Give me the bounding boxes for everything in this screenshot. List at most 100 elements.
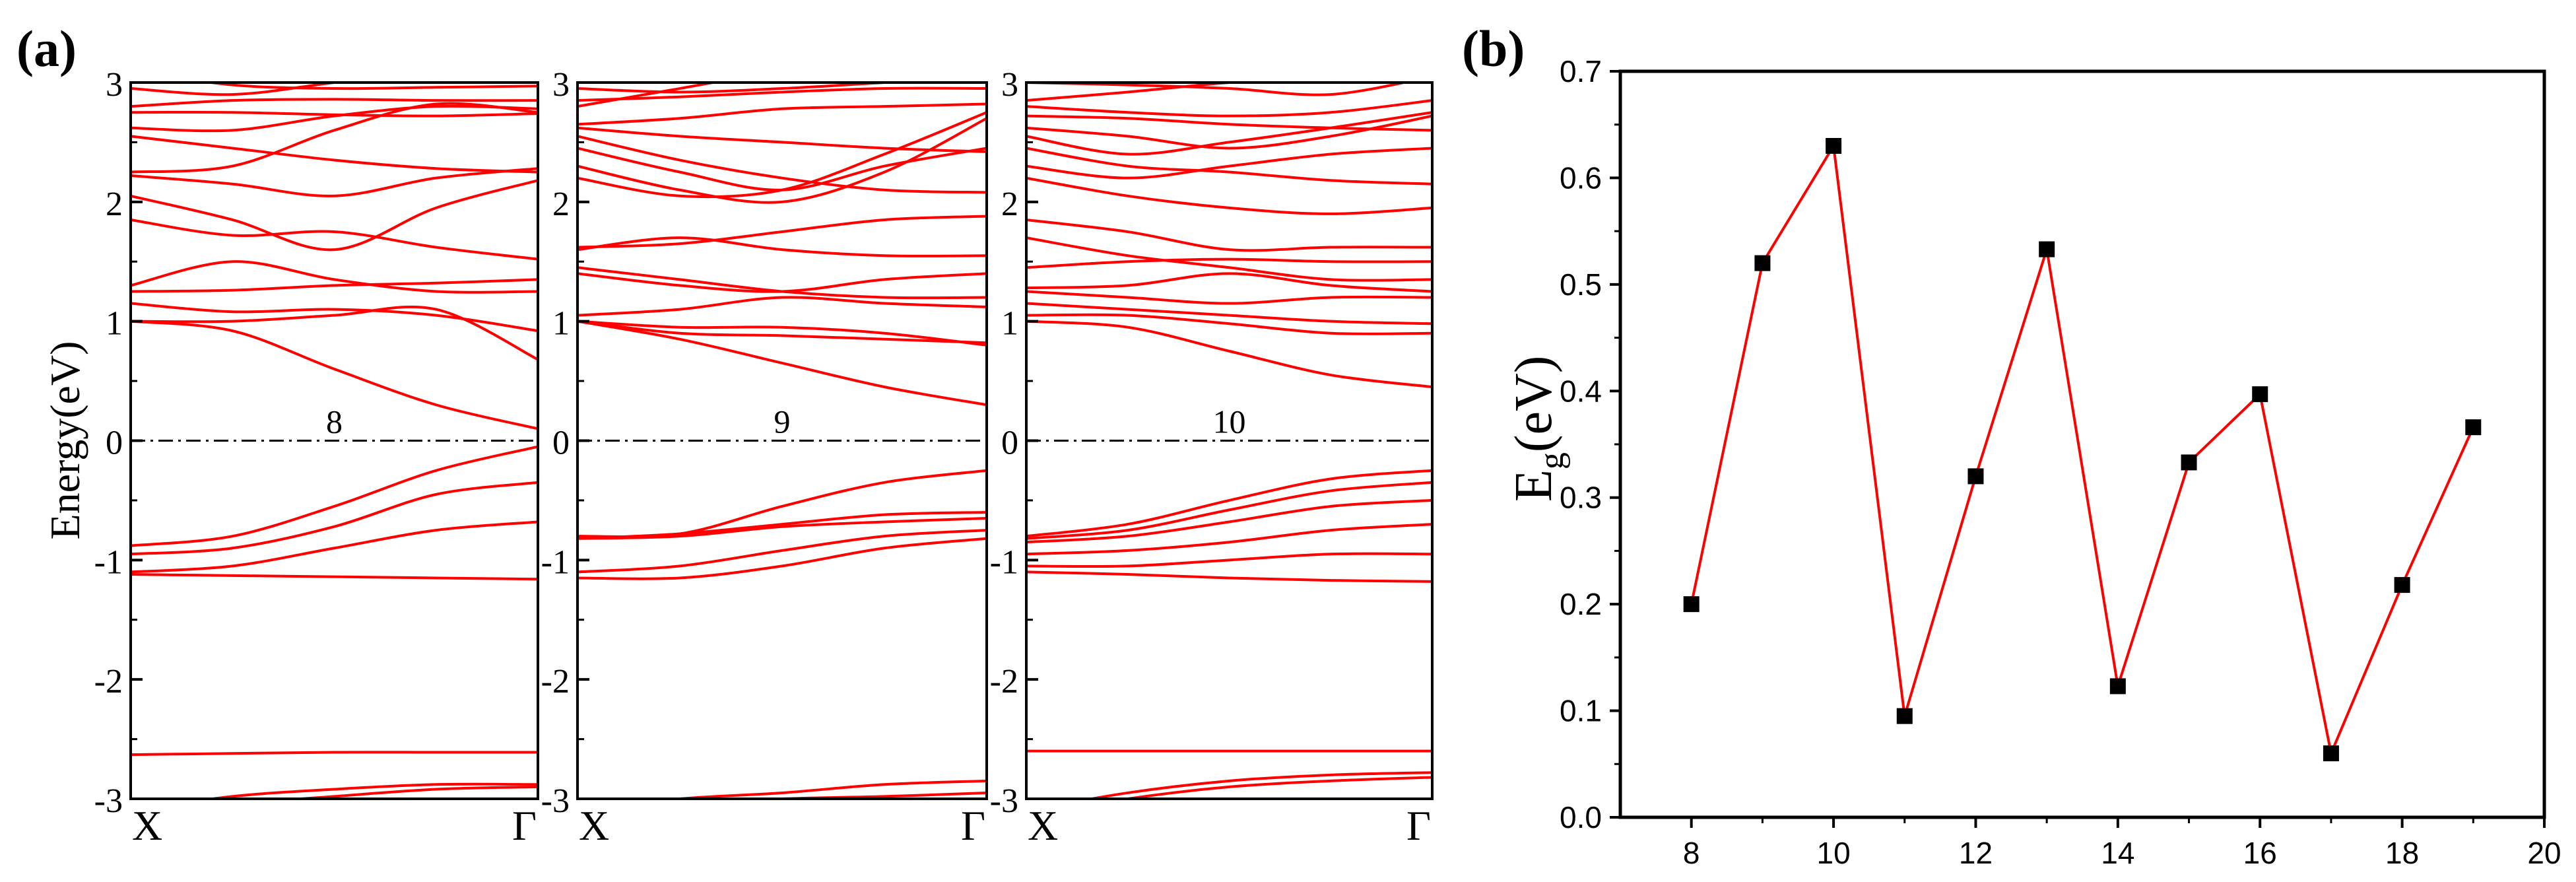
- data-point: [2323, 745, 2339, 762]
- band-line: [1026, 83, 1410, 96]
- band-line: [1026, 236, 1432, 282]
- data-point: [2181, 454, 2197, 471]
- band-line: [1026, 147, 1432, 186]
- x-tick-label: 20: [2527, 836, 2561, 870]
- band-line: [578, 111, 987, 199]
- data-point: [2252, 386, 2268, 403]
- band-line: [131, 751, 538, 757]
- data-point: [2465, 419, 2482, 436]
- x-tick-label-gamma: Γ: [512, 802, 537, 849]
- band-line: [752, 791, 987, 799]
- y-tick-label: 2: [106, 186, 123, 223]
- x-tick-label: 12: [1959, 836, 1993, 870]
- band-line: [131, 481, 538, 556]
- panel-b-ylabel: Eg(eV): [1505, 356, 1571, 502]
- x-tick-label: 16: [2243, 836, 2277, 870]
- band-line: [578, 320, 987, 407]
- y-tick-label: 0.0: [1560, 800, 1602, 834]
- x-tick-label-X: X: [132, 802, 162, 849]
- band-lines: [131, 83, 538, 799]
- y-tick-label: 0: [106, 424, 123, 462]
- band-line: [1026, 111, 1432, 156]
- eg-unit: (eV): [1505, 356, 1563, 453]
- band-line: [1026, 481, 1432, 540]
- band-line: [1026, 176, 1432, 215]
- panel-b-label: (b): [1462, 20, 1525, 77]
- band-line: [578, 537, 987, 580]
- band-line: [1026, 469, 1432, 538]
- y-tick-label: 0.7: [1560, 54, 1602, 88]
- band-line: [1026, 99, 1432, 118]
- x-tick-label: 10: [1816, 836, 1850, 870]
- y-tick-label: 1: [1001, 305, 1018, 343]
- band-line: [131, 573, 538, 581]
- band-line: [578, 511, 987, 540]
- band-line: [1026, 114, 1432, 150]
- x-tick-label: 14: [2101, 836, 2134, 870]
- band-line: [131, 260, 538, 294]
- band-line: [131, 135, 538, 174]
- y-tick-label: -2: [990, 663, 1018, 700]
- panel-a-ylabel: Energy(eV): [42, 341, 88, 540]
- y-tick-label: 0: [552, 424, 570, 462]
- y-tick-label: -1: [990, 543, 1018, 581]
- y-tick-label: -2: [541, 663, 570, 700]
- bandgap-plot: 0.0 0.1 0.2 0.3 0.4 0.5 0.6 0.7 8 10 12 14 16 18 20: [1560, 54, 2561, 870]
- subplot-number: 8: [326, 403, 343, 440]
- band-line: [578, 529, 987, 574]
- eg-subscript: g: [1533, 452, 1571, 469]
- x-tick-label-X: X: [579, 802, 609, 849]
- y-tick-label: 0: [1001, 424, 1018, 462]
- band-line: [578, 517, 987, 540]
- band-line: [1026, 302, 1432, 325]
- band-lines: [578, 83, 987, 799]
- band-line: [578, 83, 908, 94]
- band-line: [131, 179, 538, 252]
- y-tick-label: 1: [552, 305, 570, 343]
- plot-frame: [1618, 69, 2546, 819]
- eg-symbol: E: [1505, 469, 1563, 502]
- band-line: [1119, 776, 1432, 799]
- band-line: [578, 272, 987, 293]
- band-line: [131, 83, 346, 96]
- x-tick-label-gamma: Γ: [1406, 802, 1431, 849]
- band-line: [202, 782, 538, 799]
- x-tick-label-gamma: Γ: [961, 802, 985, 849]
- data-point: [1967, 468, 1984, 485]
- band-lines: [1026, 83, 1432, 799]
- band-line: [1026, 290, 1432, 305]
- y-tick-label: -3: [990, 782, 1018, 820]
- band-line: [578, 236, 987, 257]
- band-line: [578, 135, 987, 194]
- y-tick-label: -1: [541, 543, 570, 581]
- y-tick-label: -3: [541, 782, 570, 820]
- y-tick-label: 0.5: [1560, 267, 1602, 302]
- band-line: [1026, 218, 1432, 252]
- data-point: [2109, 678, 2126, 695]
- data-point: [2394, 577, 2410, 594]
- y-tick-label: 1: [106, 305, 123, 343]
- y-tick-label: 0.1: [1560, 694, 1602, 728]
- bandgap-line: [1690, 142, 2475, 758]
- y-tick-label: 0.6: [1560, 160, 1602, 195]
- data-point: [1826, 138, 1842, 154]
- band-line: [1026, 147, 1432, 180]
- y-tick-label: 0.3: [1560, 481, 1602, 515]
- band-line: [578, 83, 720, 108]
- band-line: [1026, 570, 1432, 583]
- data-point: [1683, 596, 1700, 613]
- band-line: [578, 266, 987, 300]
- band-line: [578, 86, 987, 102]
- band-line: [131, 98, 538, 108]
- y-tick-label: 2: [1001, 186, 1018, 223]
- band-line: [131, 104, 538, 133]
- band-line: [1026, 552, 1432, 568]
- y-tick-label: 3: [106, 66, 123, 104]
- band-line: [578, 102, 987, 126]
- band-line: [578, 215, 987, 249]
- band-line: [131, 278, 538, 293]
- y-tick-label: 3: [552, 66, 570, 104]
- band-line: [578, 147, 987, 191]
- band-line: [131, 305, 538, 361]
- band-line: [1026, 320, 1432, 389]
